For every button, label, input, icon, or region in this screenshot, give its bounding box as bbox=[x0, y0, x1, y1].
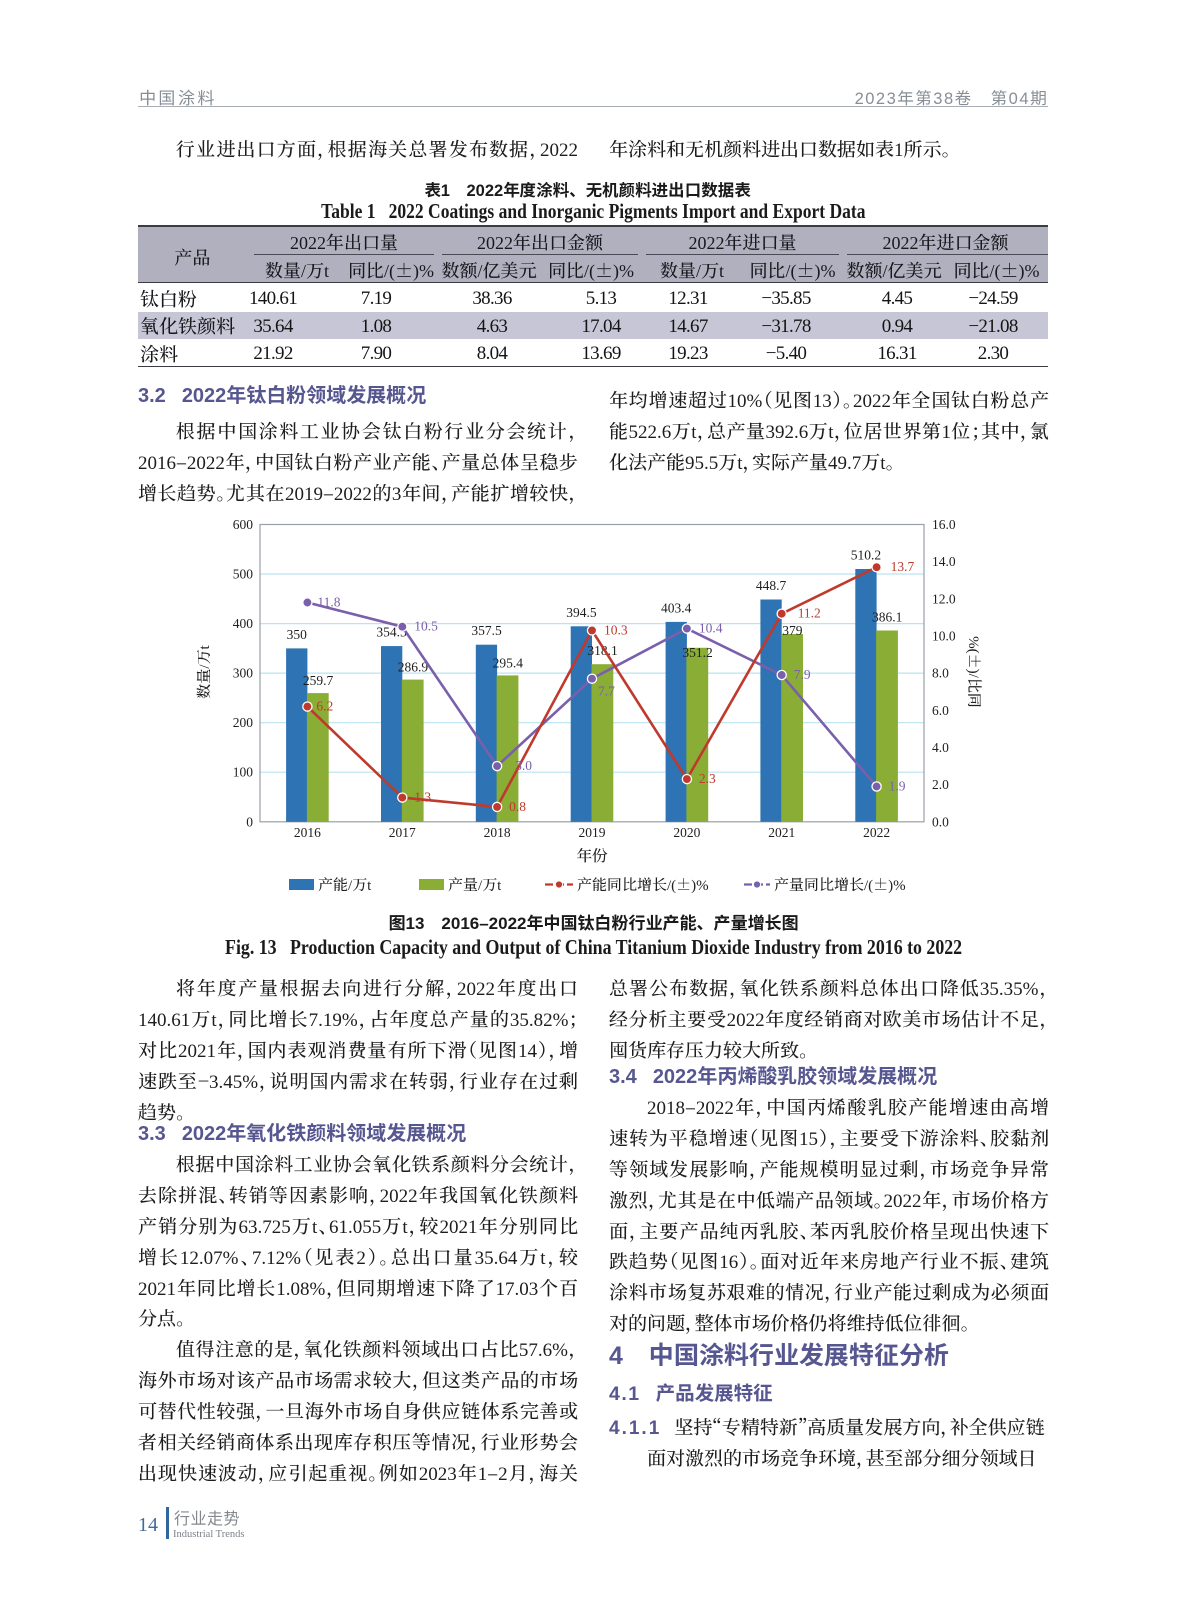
svg-text:2019: 2019 bbox=[579, 825, 606, 840]
svg-text:500: 500 bbox=[233, 567, 254, 582]
svg-text:%(±)/比同: %(±)/比同 bbox=[964, 636, 985, 708]
svg-text:2.3: 2.3 bbox=[699, 771, 716, 786]
svg-text:2020: 2020 bbox=[673, 825, 700, 840]
svg-text:394.5: 394.5 bbox=[566, 605, 597, 620]
svg-text:数量/万t: 数量/万t bbox=[193, 645, 214, 699]
svg-text:1.3: 1.3 bbox=[414, 790, 431, 805]
svg-text:0: 0 bbox=[246, 814, 253, 829]
svg-text:7.7: 7.7 bbox=[598, 684, 615, 699]
svg-text:产能/万t: 产能/万t bbox=[318, 874, 372, 895]
svg-text:7.9: 7.9 bbox=[794, 667, 811, 682]
svg-text:2016: 2016 bbox=[294, 825, 321, 840]
svg-text:510.2: 510.2 bbox=[851, 548, 881, 563]
svg-text:8.0: 8.0 bbox=[932, 666, 949, 681]
svg-text:年份: 年份 bbox=[576, 844, 608, 866]
svg-text:403.4: 403.4 bbox=[661, 600, 692, 615]
svg-text:11.8: 11.8 bbox=[317, 595, 340, 610]
svg-text:16.0: 16.0 bbox=[932, 517, 956, 532]
svg-text:产量/万t: 产量/万t bbox=[448, 874, 502, 895]
svg-text:10.0: 10.0 bbox=[932, 629, 956, 644]
svg-text:379: 379 bbox=[782, 623, 803, 638]
svg-text:11.2: 11.2 bbox=[798, 606, 821, 621]
svg-text:4.0: 4.0 bbox=[932, 740, 949, 755]
svg-text:400: 400 bbox=[233, 616, 254, 631]
svg-text:2018: 2018 bbox=[484, 825, 511, 840]
svg-text:200: 200 bbox=[233, 715, 254, 730]
svg-text:13.7: 13.7 bbox=[891, 559, 915, 574]
svg-text:318.1: 318.1 bbox=[587, 643, 617, 658]
svg-text:2021: 2021 bbox=[768, 825, 795, 840]
svg-text:259.7: 259.7 bbox=[303, 673, 334, 688]
svg-text:产能同比增长/(±)%: 产能同比增长/(±)% bbox=[577, 874, 709, 895]
svg-text:2022: 2022 bbox=[863, 825, 890, 840]
svg-text:0.8: 0.8 bbox=[509, 799, 526, 814]
svg-text:357.5: 357.5 bbox=[471, 623, 502, 638]
svg-text:10.4: 10.4 bbox=[699, 621, 723, 636]
svg-text:12.0: 12.0 bbox=[932, 591, 956, 606]
svg-text:3.0: 3.0 bbox=[515, 758, 532, 773]
svg-text:1.9: 1.9 bbox=[889, 779, 906, 794]
svg-text:6.0: 6.0 bbox=[932, 703, 949, 718]
svg-text:300: 300 bbox=[233, 666, 254, 681]
svg-text:6.2: 6.2 bbox=[316, 699, 333, 714]
svg-text:286.9: 286.9 bbox=[398, 660, 429, 675]
svg-text:351.2: 351.2 bbox=[682, 645, 712, 660]
svg-text:10.3: 10.3 bbox=[604, 622, 628, 637]
svg-text:14.0: 14.0 bbox=[932, 554, 956, 569]
svg-text:2017: 2017 bbox=[389, 825, 416, 840]
svg-text:2.0: 2.0 bbox=[932, 777, 949, 792]
svg-text:386.1: 386.1 bbox=[872, 610, 902, 625]
svg-text:产量同比增长/(±)%: 产量同比增长/(±)% bbox=[774, 874, 906, 895]
svg-text:10.5: 10.5 bbox=[414, 619, 438, 634]
svg-text:295.4: 295.4 bbox=[493, 655, 524, 670]
svg-text:600: 600 bbox=[233, 517, 254, 532]
svg-text:350: 350 bbox=[287, 627, 308, 642]
svg-text:100: 100 bbox=[233, 765, 254, 780]
svg-text:448.7: 448.7 bbox=[756, 578, 787, 593]
svg-text:0.0: 0.0 bbox=[932, 814, 949, 829]
